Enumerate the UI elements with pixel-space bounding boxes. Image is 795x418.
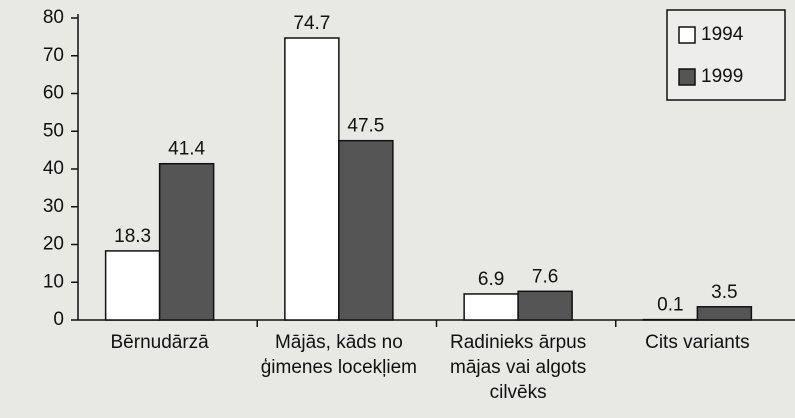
bar xyxy=(104,250,161,321)
legend-swatch xyxy=(678,26,696,44)
legend-label: 1994 xyxy=(701,24,744,45)
bar xyxy=(696,306,753,321)
y-tick-label: 40 xyxy=(43,158,64,179)
x-tick-label: Bērnudārzā xyxy=(110,332,209,353)
x-tick-label: Mājās, kāds no ģimenes locekļiem xyxy=(260,332,418,378)
x-tick-label: Cits variants xyxy=(645,332,750,353)
y-tick-label: 50 xyxy=(43,120,64,141)
value-label: 47.5 xyxy=(347,116,384,137)
value-label: 74.7 xyxy=(293,13,330,34)
y-tick-label: 80 xyxy=(43,7,64,28)
value-label: 3.5 xyxy=(711,282,737,303)
bar xyxy=(338,139,394,321)
bar xyxy=(517,290,573,321)
value-label: 18.3 xyxy=(114,226,151,247)
bar xyxy=(158,162,215,321)
y-tick-label: 30 xyxy=(43,196,64,217)
value-label: 0.1 xyxy=(657,295,683,316)
legend-swatch xyxy=(678,68,696,86)
legend-label: 1999 xyxy=(701,66,743,87)
value-label: 6.9 xyxy=(478,269,504,290)
y-tick-label: 10 xyxy=(43,271,64,292)
x-tick-label: Radinieks ārpus mājas vai algots cilvēks xyxy=(450,332,587,403)
value-label: 41.4 xyxy=(168,139,205,160)
bar xyxy=(463,293,519,321)
bar xyxy=(284,37,340,321)
y-tick-label: 60 xyxy=(43,83,64,104)
y-tick-label: 20 xyxy=(43,234,64,255)
y-tick-label: 70 xyxy=(43,45,64,66)
value-label: 7.6 xyxy=(532,266,558,287)
y-tick-label: 0 xyxy=(53,309,64,330)
